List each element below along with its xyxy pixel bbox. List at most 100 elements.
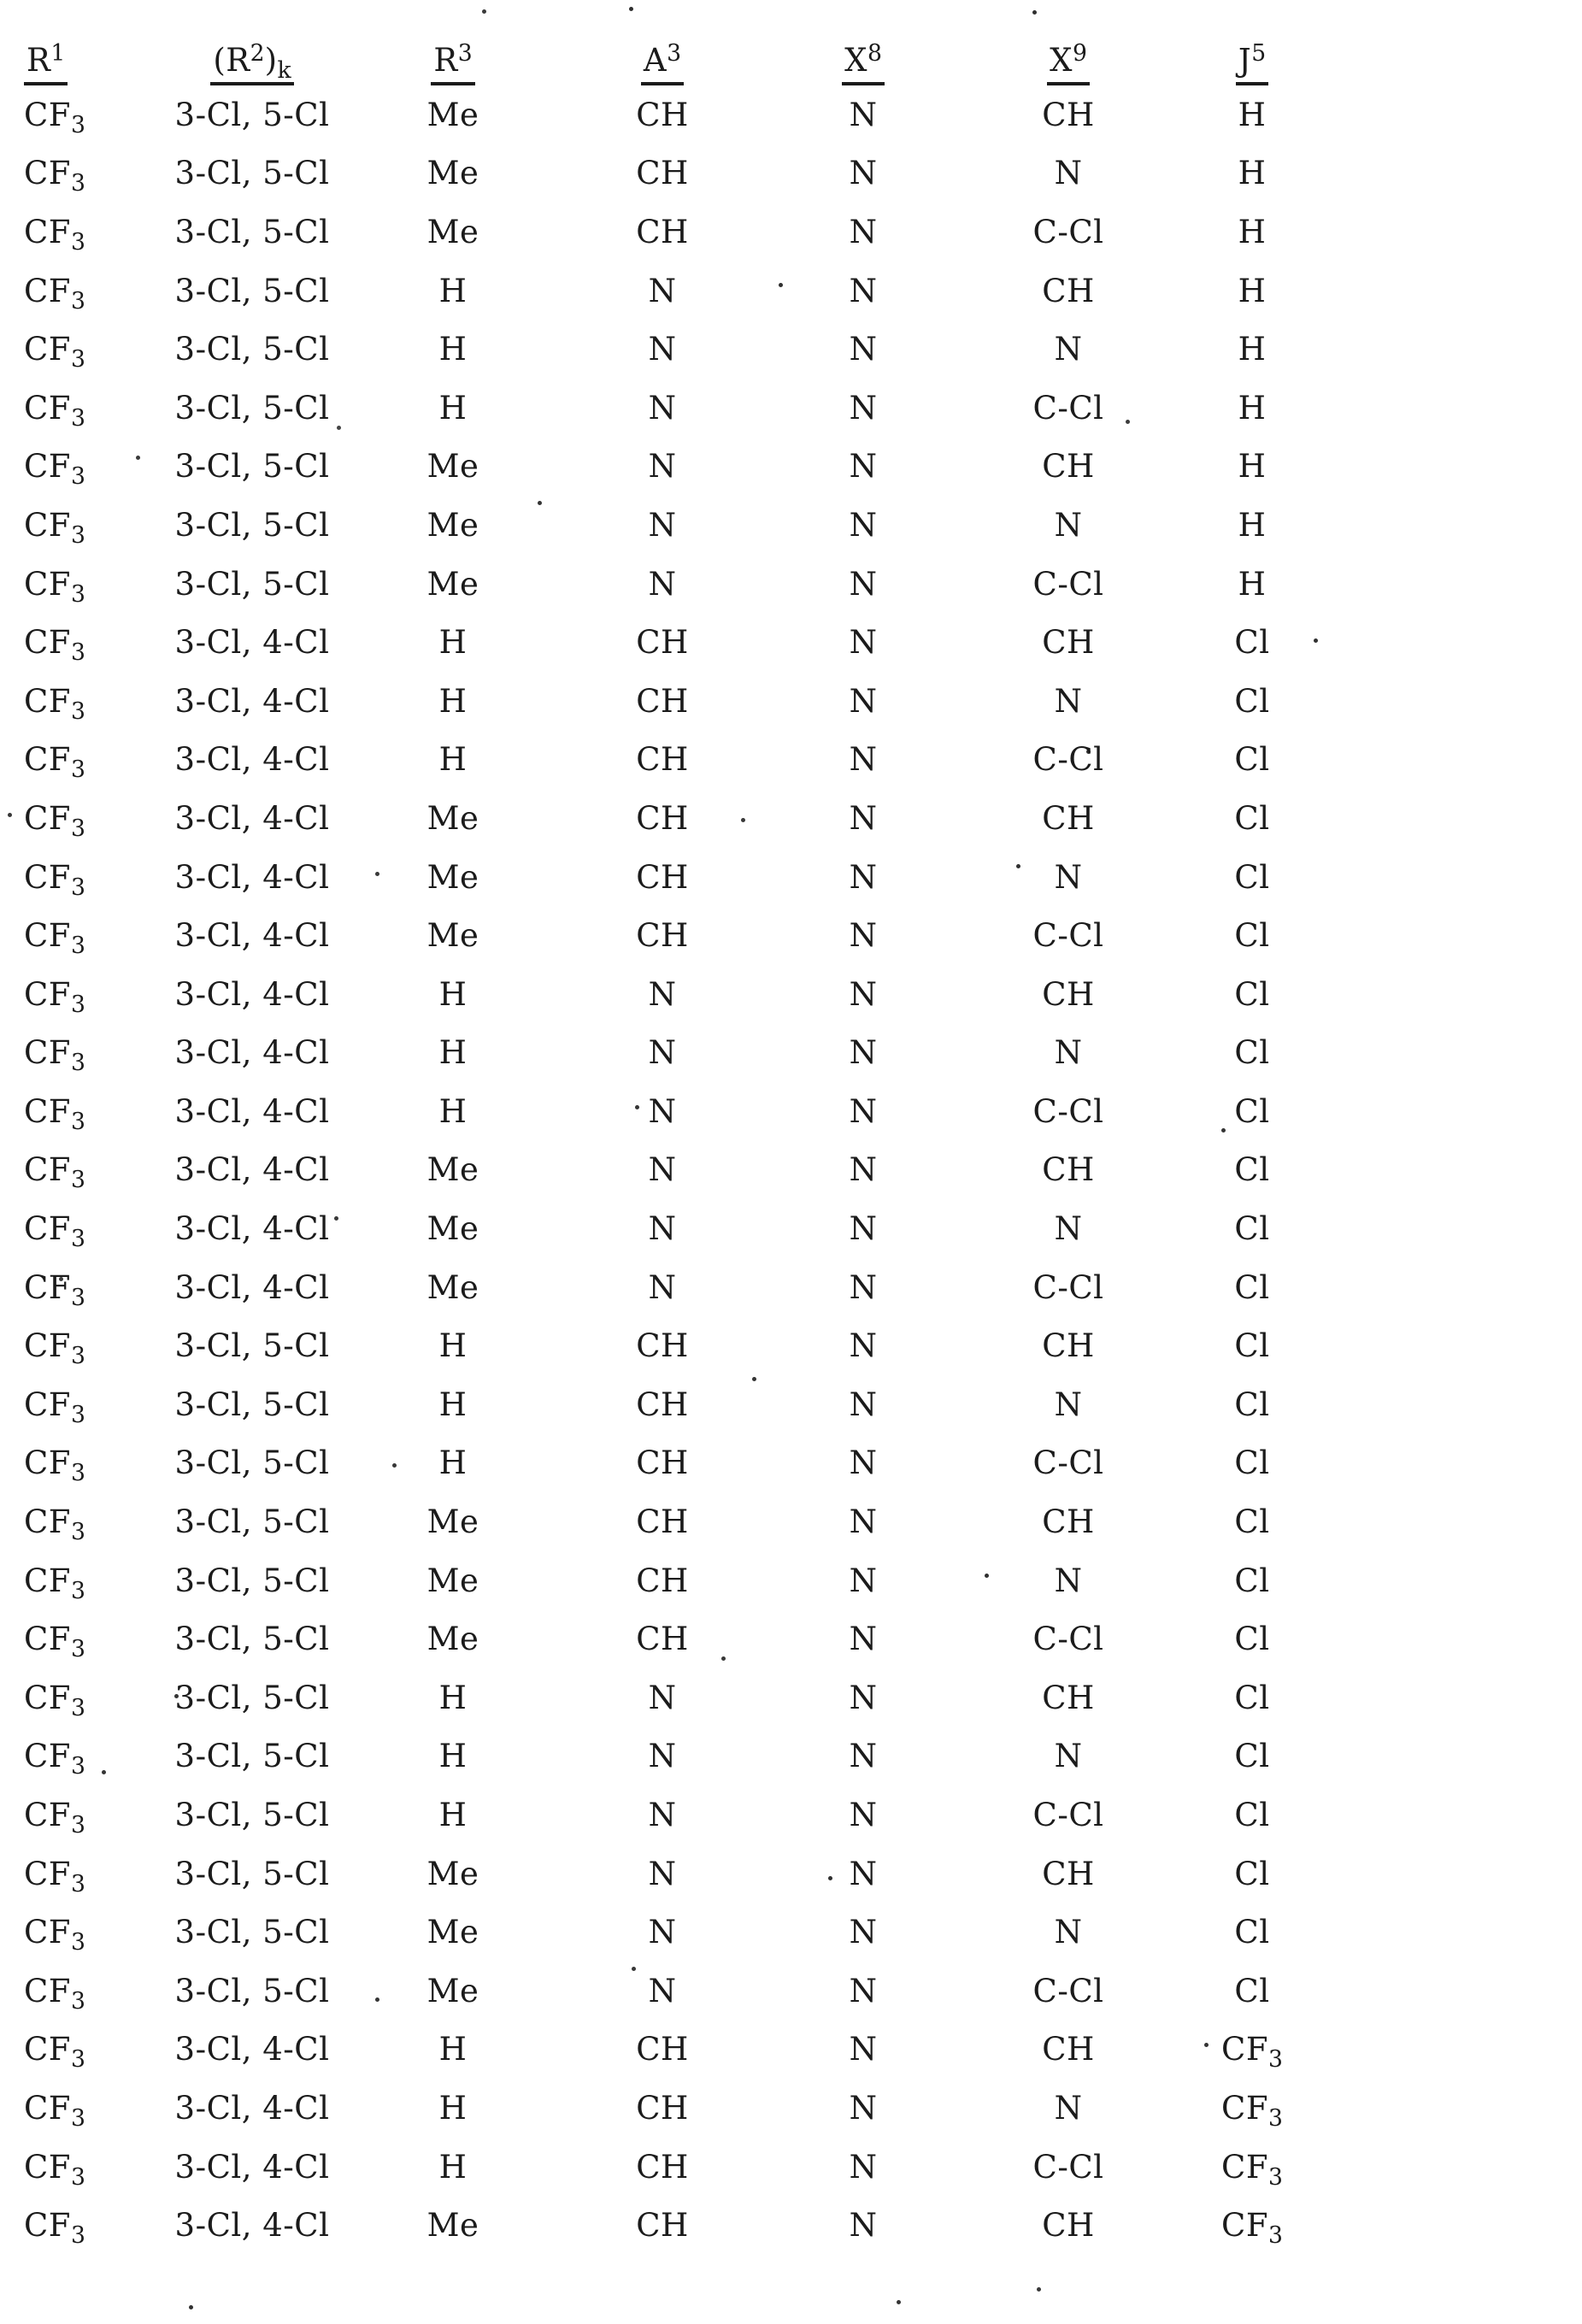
cell-x8: N <box>849 448 878 485</box>
cell-x9: C-Cl <box>1032 1444 1104 1482</box>
cell-j5: CF3 <box>1221 2031 1283 2074</box>
cell-j5: Cl <box>1234 1210 1270 1248</box>
header-cell-j5: J5 <box>1188 42 1316 85</box>
cell-r2k: 3-Cl, 5-Cl <box>174 1972 330 2009</box>
cell-x8: N <box>849 155 878 192</box>
cell-r3: Me <box>426 565 479 603</box>
cell-x8: N <box>849 1738 878 1775</box>
cell-j5: Cl <box>1234 1621 1270 1658</box>
cell-x9: CH <box>1042 96 1095 133</box>
cell-j5: Cl <box>1234 682 1270 720</box>
cell-r1: CF3 <box>24 331 85 374</box>
table-row: CF3 3-Cl, 5-Cl H N N N Cl <box>0 1727 1316 1786</box>
cell-r2k: 3-Cl, 5-Cl <box>174 1738 330 1775</box>
cell-r2k: 3-Cl, 5-Cl <box>174 272 330 309</box>
cell-r2k: 3-Cl, 4-Cl <box>174 975 330 1013</box>
table-row: CF3 3-Cl, 5-Cl Me N N CH H <box>0 438 1316 497</box>
cell-r3: Me <box>426 2207 479 2245</box>
cell-r1: CF3 <box>24 2148 85 2191</box>
cell-x9: N <box>1054 506 1083 544</box>
table-row: CF3 3-Cl, 4-Cl Me N N C-Cl Cl <box>0 1258 1316 1317</box>
cell-j5: H <box>1238 213 1267 250</box>
cell-j5: Cl <box>1234 1034 1270 1072</box>
cell-r1: CF3 <box>24 96 85 138</box>
cell-j5: H <box>1238 565 1267 603</box>
cell-x8: N <box>849 96 878 133</box>
table-row: CF3 3-Cl, 5-Cl H N N N H <box>0 320 1316 379</box>
table-row: CF3 3-Cl, 5-Cl H N N C-Cl H <box>0 379 1316 438</box>
cell-a3: CH <box>636 2031 689 2068</box>
table-row: CF3 3-Cl, 4-Cl Me CH N CH CF3 <box>0 2196 1316 2255</box>
cell-x9: C-Cl <box>1032 1621 1104 1658</box>
cell-a3: CH <box>636 1386 689 1423</box>
cell-a3: N <box>648 1268 677 1306</box>
cell-r3: H <box>438 1092 468 1130</box>
cell-r2k: 3-Cl, 4-Cl <box>174 1092 330 1130</box>
header-cell-x8: X8 <box>778 42 949 85</box>
cell-x8: N <box>849 1562 878 1599</box>
cell-x9: CH <box>1042 448 1095 485</box>
cell-r2k: 3-Cl, 5-Cl <box>174 96 330 133</box>
cell-x8: N <box>849 2031 878 2068</box>
cell-x9: C-Cl <box>1032 741 1104 779</box>
cell-a3: CH <box>636 1562 689 1599</box>
cell-r3: Me <box>426 1503 479 1541</box>
cell-x9: CH <box>1042 2031 1095 2068</box>
cell-r2k: 3-Cl, 5-Cl <box>174 331 330 368</box>
cell-r2k: 3-Cl, 4-Cl <box>174 1210 330 1248</box>
cell-j5: CF3 <box>1221 2089 1283 2132</box>
cell-x8: N <box>849 1972 878 2009</box>
cell-r2k: 3-Cl, 4-Cl <box>174 1034 330 1072</box>
cell-x9: N <box>1054 1210 1083 1248</box>
header-cell-x9: X9 <box>949 42 1188 85</box>
cell-r3: Me <box>426 155 479 192</box>
table-row: CF3 3-Cl, 5-Cl Me N N CH Cl <box>0 1844 1316 1903</box>
cell-r3: Me <box>426 506 479 544</box>
cell-x8: N <box>849 741 878 779</box>
table-row: CF3 3-Cl, 4-Cl H CH N C-Cl Cl <box>0 731 1316 790</box>
cell-x9: N <box>1054 1562 1083 1599</box>
cell-x9: C-Cl <box>1032 1797 1104 1834</box>
cell-x8: N <box>849 1151 878 1189</box>
cell-a3: CH <box>636 96 689 133</box>
table-row: CF3 3-Cl, 5-Cl H N N CH H <box>0 262 1316 321</box>
cell-a3: N <box>648 565 677 603</box>
cell-x8: N <box>849 975 878 1013</box>
cell-r3: H <box>438 1679 468 1716</box>
cell-r1: CF3 <box>24 506 85 549</box>
cell-r3: H <box>438 1386 468 1423</box>
cell-j5: Cl <box>1234 1151 1270 1189</box>
table-row: CF3 3-Cl, 4-Cl Me N N CH Cl <box>0 1141 1316 1200</box>
cell-j5: Cl <box>1234 624 1270 662</box>
cell-x8: N <box>849 1797 878 1834</box>
table-row: CF3 3-Cl, 5-Cl Me N N C-Cl H <box>0 555 1316 614</box>
cell-r1: CF3 <box>24 389 85 432</box>
cell-r2k: 3-Cl, 5-Cl <box>174 565 330 603</box>
table-row: CF3 3-Cl, 5-Cl H N N C-Cl Cl <box>0 1786 1316 1844</box>
cell-r2k: 3-Cl, 4-Cl <box>174 1268 330 1306</box>
cell-r2k: 3-Cl, 5-Cl <box>174 213 330 250</box>
table-row: CF3 3-Cl, 4-Cl Me CH N N Cl <box>0 848 1316 907</box>
cell-r3: Me <box>426 96 479 133</box>
cell-j5: Cl <box>1234 1914 1270 1951</box>
header-cell-a3: A3 <box>547 42 778 85</box>
cell-a3: N <box>648 331 677 368</box>
cell-x9: C-Cl <box>1032 213 1104 250</box>
cell-r3: H <box>438 389 468 427</box>
cell-a3: N <box>648 1092 677 1130</box>
cell-r3: H <box>438 1797 468 1834</box>
substituent-table: R1 (R2)k R3 A3 X8 X9 J5 CF3 3-Cl, 5-Cl Me CH N CH H C… <box>0 42 1316 2255</box>
cell-r3: Me <box>426 213 479 250</box>
cell-x9: N <box>1054 331 1083 368</box>
cell-r2k: 3-Cl, 4-Cl <box>174 2207 330 2245</box>
cell-r1: CF3 <box>24 448 85 491</box>
cell-a3: N <box>648 1914 677 1951</box>
table-row: CF3 3-Cl, 4-Cl H N N C-Cl Cl <box>0 1082 1316 1141</box>
cell-j5: Cl <box>1234 1503 1270 1541</box>
cell-r3: H <box>438 1738 468 1775</box>
cell-x8: N <box>849 213 878 250</box>
cell-a3: CH <box>636 1444 689 1482</box>
cell-r1: CF3 <box>24 1268 85 1311</box>
cell-r2k: 3-Cl, 4-Cl <box>174 917 330 955</box>
cell-r3: H <box>438 331 468 368</box>
